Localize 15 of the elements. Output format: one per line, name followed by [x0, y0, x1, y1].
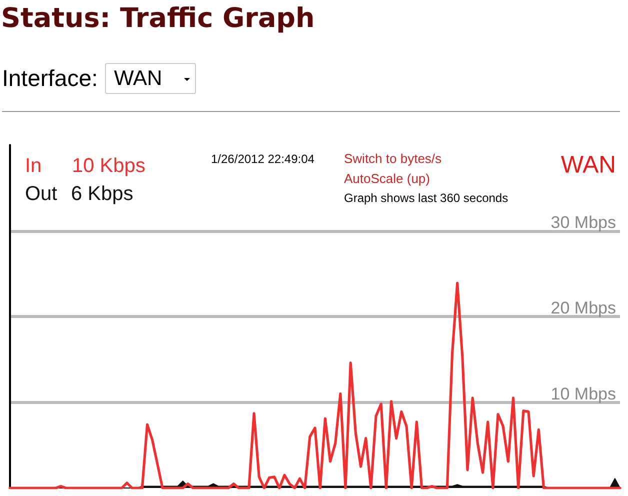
text: Out [25, 183, 58, 205]
y-tick-label: 20 Mbps [550, 298, 616, 318]
text: In [25, 155, 42, 177]
annotation: Switch to bytes/s [344, 151, 442, 166]
y-tick-label: 30 Mbps [550, 212, 616, 232]
dropdown: WAN [105, 63, 196, 94]
annotation: 1/26/2012 22:49:04 [211, 152, 315, 166]
annotation: 6 Kbps [71, 183, 134, 205]
text: Interface: [2, 64, 98, 92]
annotation: 10 Kbps [72, 155, 146, 177]
annotation: Graph shows last 360 seconds [344, 191, 508, 205]
annotation: WAN [560, 152, 616, 178]
y-tick-label: 10 Mbps [550, 384, 616, 404]
annotation: AutoScale (up) [344, 171, 430, 186]
chart-title: Status: Traffic Graph [1, 2, 315, 36]
